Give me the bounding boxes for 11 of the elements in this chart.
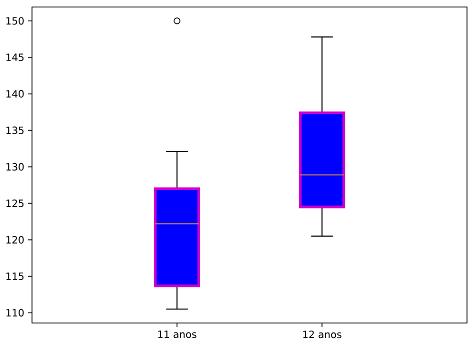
y-tick-label: 115 xyxy=(6,272,24,280)
x-tick-label: 12 anos xyxy=(303,330,342,338)
y-tick-label: 120 xyxy=(6,236,24,244)
y-tick-label: 150 xyxy=(6,17,24,25)
y-tick-label: 140 xyxy=(6,90,24,98)
y-tick-label: 130 xyxy=(6,163,24,171)
y-tick-label: 110 xyxy=(6,309,24,317)
y-tick-label: 125 xyxy=(6,200,24,208)
y-tick-label: 145 xyxy=(6,54,24,62)
y-tick-label: 135 xyxy=(6,126,24,134)
x-tick-label: 11 anos xyxy=(158,330,196,338)
